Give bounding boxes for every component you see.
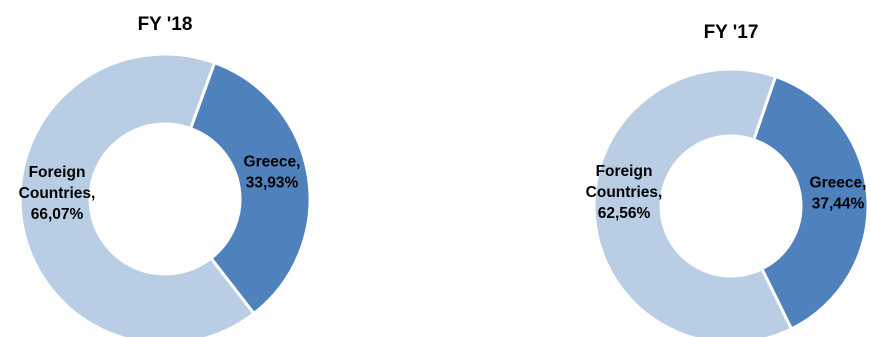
slice-label-line: 37,44%	[812, 196, 865, 213]
slice-foreign-countries-fy17	[592, 67, 794, 337]
slice-greece-fy17	[751, 74, 870, 331]
slice-label-line: Greece,	[810, 175, 867, 192]
slice-label-line: 62,56%	[598, 205, 651, 222]
slice-label-line: Foreign	[29, 164, 86, 181]
slice-label-greece-fy18: Greece, 33,93%	[244, 154, 301, 192]
donut-chart-fy18: FY '18 Greece, 33,93% Foreign Countries, 66,…	[18, 14, 312, 337]
slice-label-foreign-countries-fy18: Foreign Countries, 66,07%	[19, 164, 96, 223]
slice-label-line: 66,07%	[31, 206, 84, 223]
slice-label-line: Countries,	[19, 185, 96, 202]
chart-title-fy18: FY '18	[138, 14, 193, 35]
slice-label-line: 33,93%	[246, 175, 299, 192]
donut-chart-fy17: FY '17 Greece, 37,44% Foreign Countries, 62,…	[586, 22, 870, 337]
slice-label-line: Foreign	[596, 163, 653, 180]
slice-label-line: Countries,	[586, 184, 663, 201]
slice-greece-fy18	[188, 60, 312, 316]
slice-label-line: Greece,	[244, 154, 301, 171]
slice-label-foreign-countries-fy17: Foreign Countries, 62,56%	[586, 163, 663, 222]
slice-label-greece-fy17: Greece, 37,44%	[810, 175, 867, 213]
slice-foreign-countries-fy18	[18, 52, 257, 337]
chart-title-fy17: FY '17	[704, 22, 759, 43]
